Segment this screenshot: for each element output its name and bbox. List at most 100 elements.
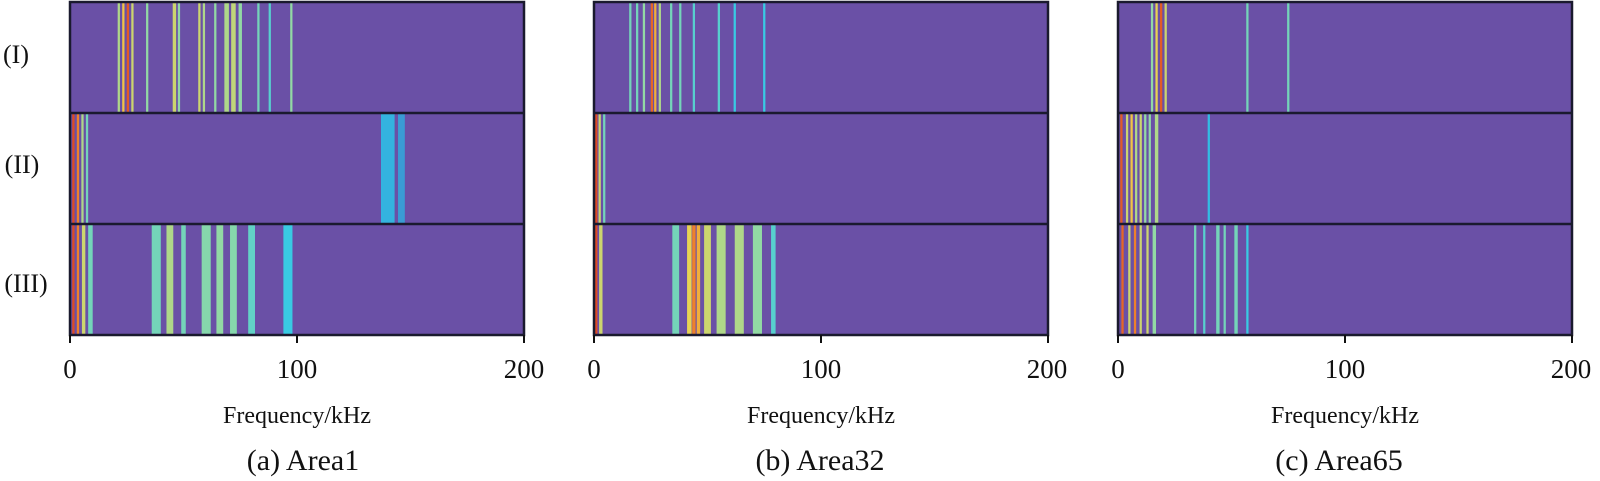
spectral-band <box>696 224 701 335</box>
panel-c: 0 100 200 Frequency/kHz (c) Area65 <box>1111 0 1591 477</box>
panel-c-caption: (c) Area65 <box>1275 444 1402 477</box>
spectral-band <box>181 224 186 335</box>
panel-b-xlabel: Frequency/kHz <box>747 403 895 429</box>
spectral-band <box>1203 224 1206 335</box>
spectral-band <box>1135 113 1138 224</box>
spectral-band <box>658 2 661 113</box>
panel-c-row-2 <box>1118 113 1572 224</box>
spectral-band <box>131 2 134 113</box>
spectral-band <box>717 2 720 113</box>
spectral-band <box>151 224 161 335</box>
spectral-band <box>72 113 75 224</box>
spectral-band <box>268 2 271 113</box>
panel-a-xlabel: Frequency/kHz <box>223 403 371 429</box>
spectral-band <box>81 113 84 224</box>
panel-a-tick-0: 0 <box>63 354 77 384</box>
spectral-band <box>1139 224 1142 335</box>
spectral-band <box>670 2 673 113</box>
panel-b-caption: (b) Area32 <box>755 444 884 477</box>
row-background <box>1118 113 1572 224</box>
spectral-band <box>81 224 86 335</box>
row-label-3: (III) <box>4 269 47 298</box>
spectral-band <box>1121 224 1124 335</box>
panel-a-row-2 <box>70 113 524 224</box>
spectral-band <box>1144 113 1147 224</box>
panel-a-tick-100: 100 <box>277 354 318 384</box>
spectral-band <box>231 2 236 113</box>
spectral-band <box>1216 224 1220 335</box>
spectral-band <box>1146 224 1149 335</box>
spectral-band <box>733 2 736 113</box>
row-background <box>1118 2 1572 113</box>
spectral-band <box>704 224 711 335</box>
spectral-band <box>672 224 680 335</box>
row-label-2: (II) <box>5 150 40 179</box>
spectral-band <box>1148 113 1151 224</box>
spectral-band <box>1139 113 1142 224</box>
row-background <box>70 224 524 335</box>
spectral-band <box>642 2 646 113</box>
spectral-band <box>654 2 657 113</box>
spectral-band <box>216 224 224 335</box>
spectral-band <box>248 224 255 335</box>
spectral-band <box>595 224 598 335</box>
spectral-band <box>1159 2 1163 113</box>
spectral-band <box>1234 224 1238 335</box>
spectral-band <box>1194 224 1197 335</box>
panel-c-tick-0: 0 <box>1111 354 1125 384</box>
spectral-band <box>1246 2 1249 113</box>
spectral-band <box>201 224 211 335</box>
spectral-band <box>692 224 696 335</box>
panel-a-row-3 <box>70 224 524 335</box>
panel-a-tick-200: 200 <box>504 354 545 384</box>
panel-b: 0 100 200 Frequency/kHz (b) Area32 <box>587 0 1067 477</box>
spectral-band <box>629 2 632 113</box>
panel-a-row-1 <box>70 2 524 113</box>
spectral-band <box>636 2 639 113</box>
spectral-band <box>146 2 149 113</box>
spectral-band <box>76 224 80 335</box>
spectral-band <box>1150 2 1154 113</box>
spectral-band <box>72 224 75 335</box>
spectral-band <box>198 2 201 113</box>
spectral-band <box>650 2 654 113</box>
panel-b-row-1 <box>594 2 1048 113</box>
panel-c-ticks: 0 100 200 <box>1111 354 1591 384</box>
panel-a-plot <box>68 0 526 343</box>
panel-b-tick-100: 100 <box>801 354 842 384</box>
panel-b-row-2 <box>594 113 1048 224</box>
spectral-band <box>214 2 217 113</box>
spectral-band <box>598 113 601 224</box>
row-label-1: (I) <box>3 40 29 69</box>
spectral-band <box>679 2 682 113</box>
spectral-band <box>1128 224 1131 335</box>
spectral-band <box>257 2 260 113</box>
spectral-band <box>687 224 692 335</box>
panel-c-tick-200: 200 <box>1551 354 1592 384</box>
spectral-band <box>1207 113 1210 224</box>
spectral-band <box>88 224 93 335</box>
spectral-band <box>122 2 125 113</box>
spectral-band <box>238 2 242 113</box>
spectral-band <box>1287 2 1290 113</box>
row-background <box>70 2 524 113</box>
spectral-band <box>117 2 120 113</box>
panel-c-plot <box>1116 0 1574 343</box>
spectral-band <box>1246 224 1249 335</box>
row-background <box>594 2 1048 113</box>
spectral-band <box>1120 113 1123 224</box>
spectral-band <box>398 113 405 224</box>
row-background <box>594 113 1048 224</box>
spectral-band <box>85 113 89 224</box>
spectral-band <box>1125 113 1129 224</box>
panel-b-plot <box>592 0 1050 343</box>
panel-b-row-3 <box>594 224 1048 335</box>
spectral-band <box>752 224 762 335</box>
spectral-band <box>76 113 80 224</box>
panel-c-row-3 <box>1118 224 1572 335</box>
spectral-band <box>283 224 293 335</box>
spectral-band <box>166 224 174 335</box>
spectral-band <box>290 2 293 113</box>
spectral-band <box>716 224 726 335</box>
spectral-band <box>202 2 206 113</box>
